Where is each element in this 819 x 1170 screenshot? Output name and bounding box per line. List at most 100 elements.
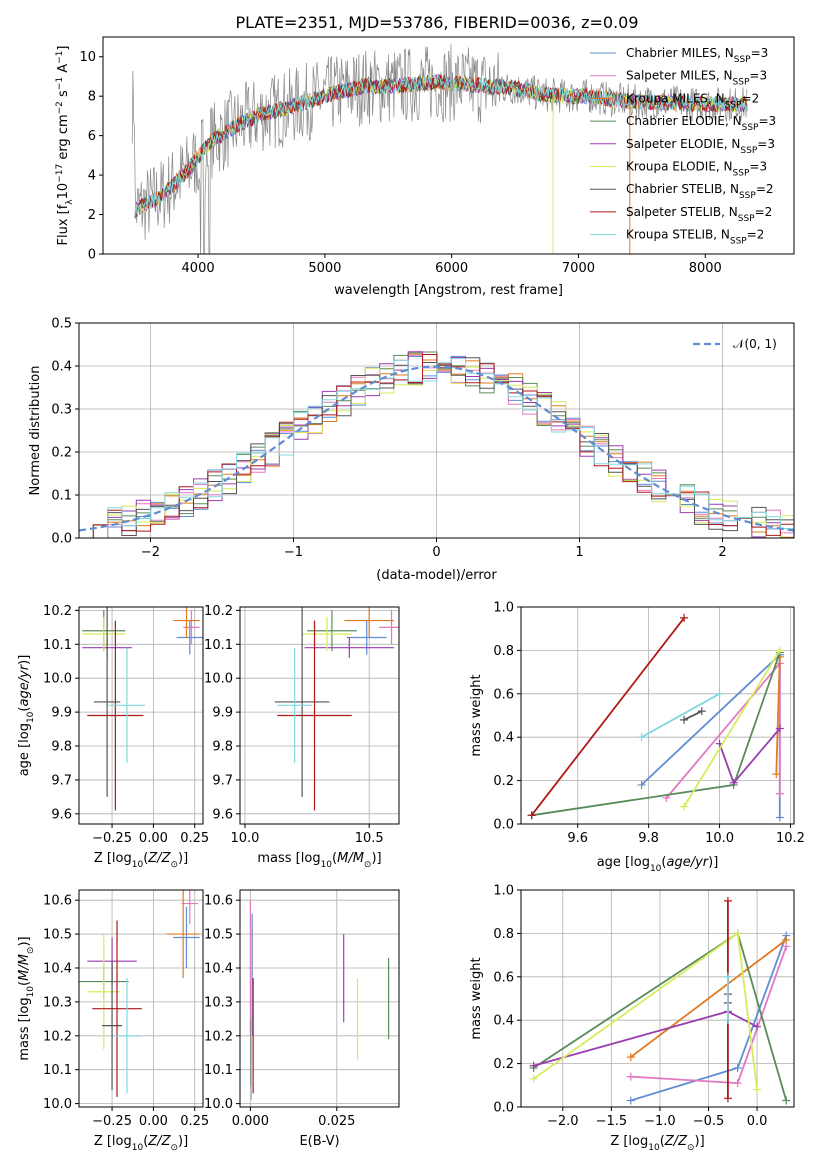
y-tick-label: 10.4 bbox=[204, 961, 233, 976]
x-tick-label: −0.25 bbox=[92, 1114, 132, 1129]
plot-area bbox=[274, 607, 399, 811]
weight-marker bbox=[529, 1074, 538, 1083]
errorbar-point bbox=[87, 620, 144, 811]
y-tick-label: 0.0 bbox=[493, 1101, 514, 1116]
y-axis-label: mass weight bbox=[469, 957, 484, 1039]
y-axis-label: mass weight bbox=[469, 674, 484, 756]
x-axis-label: Z [log10(Z/Z⊙)] bbox=[610, 1134, 704, 1153]
weight-line bbox=[775, 656, 781, 775]
legend-label: 𝒩(0, 1) bbox=[733, 337, 777, 351]
weight-marker bbox=[680, 715, 689, 724]
y-tick-label: 9.8 bbox=[212, 740, 233, 755]
chart-age-weight: 9.6 9.8 10.0 10.2 0.0 0.2 0.4 0.6 0.8 1.0 age [log… bbox=[469, 601, 805, 875]
y-tick-label: 0.5 bbox=[51, 317, 72, 332]
y-tick-label: 0.6 bbox=[493, 687, 514, 702]
errorbar-point bbox=[113, 978, 141, 1094]
weight-marker bbox=[729, 778, 738, 787]
y-tick-label: 10.0 bbox=[43, 1097, 72, 1112]
weight-marker bbox=[733, 1079, 742, 1088]
y-tick-label: 10.1 bbox=[204, 638, 233, 653]
x-tick-label: 0 bbox=[432, 545, 440, 560]
x-tick-label: 10.0 bbox=[230, 831, 259, 846]
x-tick-label: 0.25 bbox=[180, 831, 209, 846]
y-tick-label: 10.2 bbox=[204, 1029, 233, 1044]
x-tick-label: 5000 bbox=[308, 261, 341, 276]
y-axis-label: age [log10(age/yr)] bbox=[17, 655, 36, 777]
plot-area bbox=[131, 44, 748, 254]
axes-frame bbox=[239, 889, 400, 1108]
weight-marker bbox=[529, 1061, 538, 1070]
errorbar-point bbox=[274, 607, 330, 797]
weight-line bbox=[530, 617, 685, 816]
x-axis-label: Z [log10(Z/Z⊙)] bbox=[94, 1134, 188, 1153]
x-axis-label: E(B-V) bbox=[299, 1134, 339, 1149]
y-tick-label: 8 bbox=[88, 90, 96, 105]
y-tick-label: 10.2 bbox=[204, 604, 233, 619]
y-tick-label: 10.5 bbox=[43, 928, 72, 943]
errorbar-point bbox=[102, 961, 122, 1091]
legend-label: Kroupa MILES, NSSP=2 bbox=[626, 91, 759, 110]
chart-z-age: −0.25 0.00 0.25 9.6 9.7 9.8 9.9 10.0 10.1 10.2 Z [… bbox=[17, 604, 209, 870]
y-axis-label: mass [log10(M/M⊙)] bbox=[17, 936, 36, 1060]
y-tick-label: 1.0 bbox=[493, 601, 514, 616]
x-tick-label: 9.6 bbox=[567, 831, 588, 846]
x-axis-label: (data-model)/error bbox=[376, 568, 497, 583]
x-tick-label: 10.2 bbox=[776, 831, 805, 846]
legend-item: Chabrier MILES, NSSP=3 bbox=[590, 46, 768, 65]
y-tick-label: 10.2 bbox=[43, 1029, 72, 1044]
legend-item: Chabrier STELIB, NSSP=2 bbox=[590, 182, 774, 201]
legend-item: Kroupa ELODIE, NSSP=3 bbox=[590, 160, 767, 179]
y-tick-label: 10 bbox=[79, 50, 96, 65]
y-tick-label: 0 bbox=[88, 248, 96, 263]
x-tick-label: 1 bbox=[575, 545, 583, 560]
x-tick-label: −0.5 bbox=[693, 1114, 725, 1129]
errorbar-point bbox=[304, 637, 395, 658]
x-tick-label: 0.00 bbox=[139, 1114, 168, 1129]
legend-label: Chabrier MILES, NSSP=3 bbox=[626, 46, 768, 65]
y-axis-label: Normed distribution bbox=[28, 366, 43, 496]
errorbar-point bbox=[181, 890, 199, 924]
legend-item: Chabrier ELODIE, NSSP=3 bbox=[590, 114, 776, 133]
y-tick-label: 0.3 bbox=[51, 403, 72, 418]
weight-marker bbox=[733, 1063, 742, 1072]
y-tick-label: 2 bbox=[88, 208, 96, 223]
x-axis-label: age [log10(age/yr)] bbox=[597, 855, 719, 874]
axes-frame bbox=[78, 606, 204, 825]
x-tick-label: −2.0 bbox=[547, 1114, 579, 1129]
x-tick-label: 9.8 bbox=[638, 831, 659, 846]
y-tick-label: 10.3 bbox=[204, 995, 233, 1010]
y-tick-label: 0.4 bbox=[493, 731, 514, 746]
errorbar-point bbox=[92, 920, 142, 1097]
errorbar-point bbox=[173, 906, 200, 968]
weight-line bbox=[531, 652, 781, 817]
plot-area bbox=[529, 896, 791, 1105]
x-tick-label: −1 bbox=[284, 545, 303, 560]
y-tick-label: 9.9 bbox=[51, 706, 72, 721]
y-tick-label: 0.2 bbox=[51, 446, 72, 461]
y-tick-label: 0.4 bbox=[493, 1014, 514, 1029]
legend-label: Salpeter ELODIE, NSSP=3 bbox=[626, 137, 775, 156]
y-tick-label: 4 bbox=[88, 169, 96, 184]
weight-line bbox=[533, 931, 758, 1090]
errorbar-point bbox=[277, 620, 352, 811]
y-axis-label: Flux [fλ10−17 erg cm−2 s−1 A−1] bbox=[55, 46, 75, 246]
x-tick-label: −1.0 bbox=[644, 1114, 676, 1129]
x-tick-label: −1.5 bbox=[596, 1114, 628, 1129]
weight-marker bbox=[775, 813, 784, 822]
errorbar-point bbox=[176, 620, 203, 655]
x-tick-label: 0.0 bbox=[747, 1114, 768, 1129]
y-tick-label: 10.0 bbox=[204, 1097, 233, 1112]
axes-frame bbox=[520, 606, 795, 825]
chart-z-mass: −0.25 0.00 0.25 10.0 10.1 10.2 10.3 10.4 10.5 10.… bbox=[17, 889, 209, 1153]
errorbar-point bbox=[344, 607, 395, 638]
axes-frame bbox=[239, 606, 400, 825]
x-tick-label: −2 bbox=[141, 545, 160, 560]
plot-area bbox=[527, 613, 784, 822]
x-tick-label: 4000 bbox=[182, 261, 215, 276]
weight-marker bbox=[637, 780, 646, 789]
x-tick-label: 10.0 bbox=[705, 831, 734, 846]
y-tick-label: 10.6 bbox=[204, 894, 233, 909]
x-tick-label: 8000 bbox=[689, 261, 722, 276]
chart-z-weight: −2.0 −1.5 −1.0 −0.5 0.0 0.0 0.2 0.4 0.6 0.8 1.0 Z [… bbox=[469, 884, 795, 1153]
plot-area bbox=[79, 351, 794, 538]
